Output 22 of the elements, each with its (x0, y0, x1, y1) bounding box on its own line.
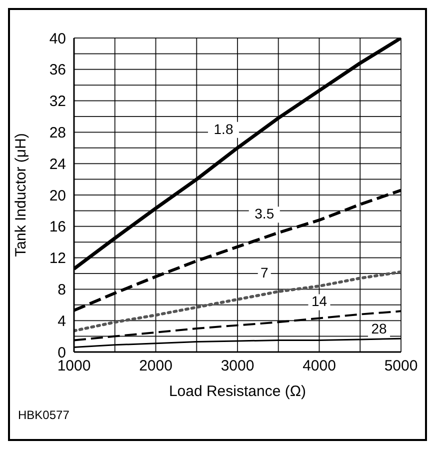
series-label: 1.8 (214, 120, 234, 137)
y-tick-label: 28 (49, 124, 66, 142)
y-tick-label: 20 (49, 187, 66, 204)
y-tick-label: 16 (49, 218, 66, 236)
y-tick-label: 8 (58, 282, 66, 299)
series-label: 14 (311, 293, 328, 310)
x-axis-title: Load Resistance (Ω) (168, 383, 306, 400)
y-axis-title: Tank Inductor (μH) (12, 133, 30, 257)
y-tick-label: 40 (49, 30, 66, 48)
y-tick-label: 4 (58, 312, 66, 330)
series-label: 28 (371, 320, 387, 337)
y-tick-label: 12 (49, 250, 66, 268)
x-tick-label: 4000 (302, 358, 336, 375)
y-tick-label: 36 (49, 62, 66, 79)
y-tick-label: 32 (49, 93, 66, 110)
y-tick-label: 24 (49, 156, 66, 173)
text: HBK0577 (18, 408, 70, 422)
series-label: 3.5 (254, 206, 274, 222)
series-label: 7 (260, 264, 268, 281)
x-tick-label: 2000 (139, 358, 172, 375)
x-tick-label: 3000 (220, 358, 254, 375)
x-tick-label: 5000 (384, 358, 418, 375)
